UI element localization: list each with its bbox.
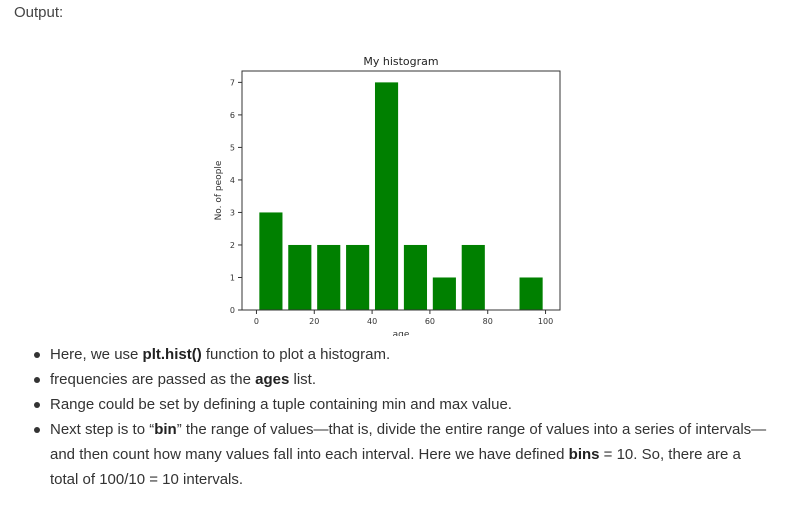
histogram-bar [288, 244, 312, 310]
y-axis-label: No. of people [214, 160, 224, 220]
y-tick-label: 3 [230, 208, 235, 217]
y-tick-label: 5 [230, 143, 235, 152]
histogram-bar [519, 277, 543, 310]
code-plt-hist: plt.hist() [142, 346, 202, 363]
output-label: Output: [14, 4, 64, 21]
y-tick-label: 1 [230, 273, 235, 282]
x-axis-label: age [393, 330, 410, 336]
y-tick-label: 6 [230, 111, 235, 120]
x-tick-label: 100 [538, 317, 553, 326]
y-tick-label: 7 [230, 78, 235, 87]
histogram-bar [259, 212, 283, 310]
chart-title: My histogram [363, 55, 438, 68]
x-tick-label: 80 [483, 317, 493, 326]
note-item: Range could be set by defining a tuple c… [32, 392, 772, 417]
histogram-bar [432, 277, 456, 310]
x-tick-label: 60 [425, 317, 435, 326]
explanation-list: Here, we use plt.hist() function to plot… [32, 342, 772, 492]
note-item: Next step is to “bin” the range of value… [32, 417, 772, 492]
histogram-bar [346, 244, 370, 310]
histogram-bar [374, 82, 399, 310]
histogram-bar [461, 244, 485, 310]
y-tick-label: 0 [230, 306, 235, 315]
x-tick-label: 40 [367, 317, 377, 326]
y-tick-label: 2 [230, 241, 235, 250]
note-item: Here, we use plt.hist() function to plot… [32, 342, 772, 367]
note-item: frequencies are passed as the ages list. [32, 367, 772, 392]
histogram-chart: My histogram 0 1 2 3 4 5 6 7 0 20 40 60 80 100 age No. o… [214, 55, 561, 336]
histogram-bar [317, 244, 341, 310]
term-bin: bin [154, 421, 177, 438]
term-bins: bins [568, 446, 600, 463]
plot-frame [241, 70, 561, 311]
code-ages: ages [255, 371, 290, 388]
x-tick-label: 20 [309, 317, 319, 326]
x-tick-label: 0 [254, 317, 259, 326]
y-tick-label: 4 [230, 176, 235, 185]
histogram-bar [403, 244, 428, 310]
